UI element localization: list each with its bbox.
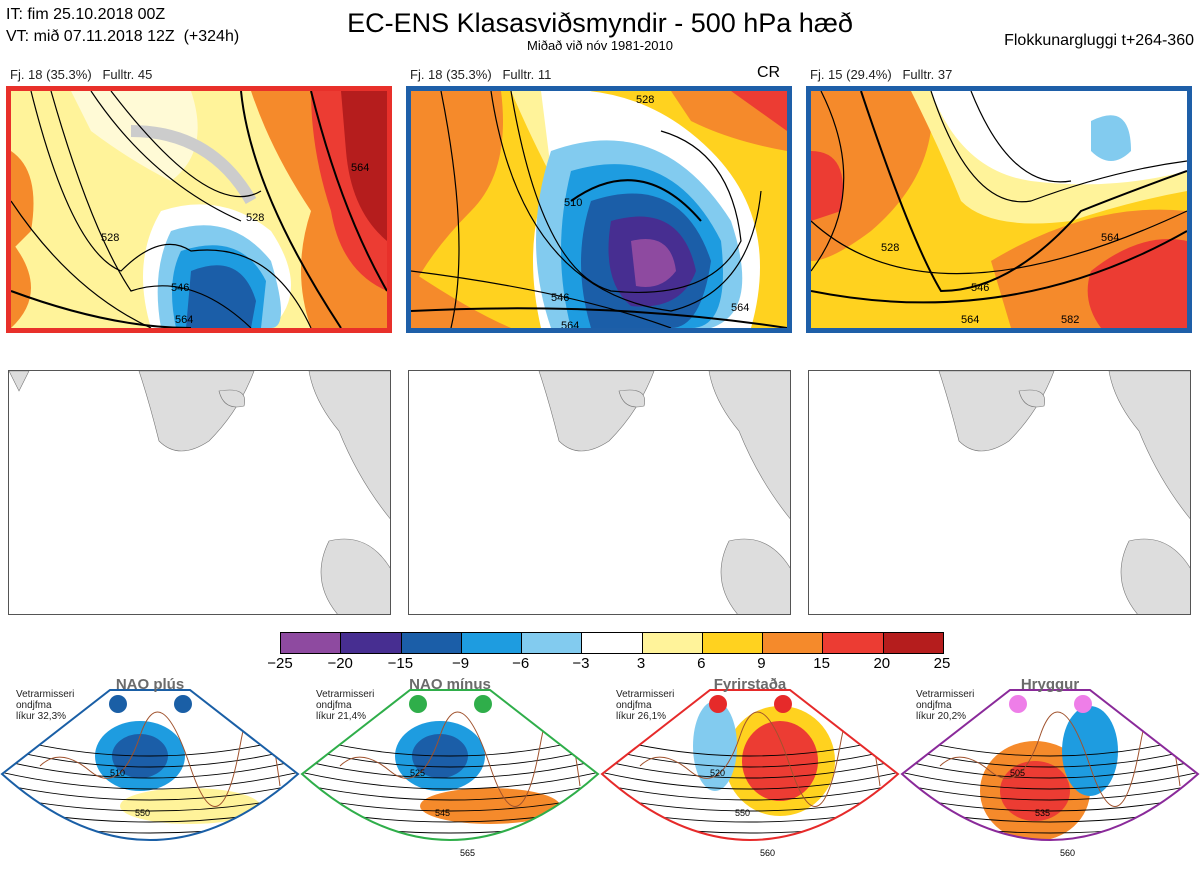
colorbar-tick-label: −15 — [387, 655, 414, 672]
cluster-map-2: 510 546 564 564 528 — [406, 86, 792, 333]
regime-map: 520 550 560 — [600, 689, 900, 858]
regime-panel: 525 545 565 NAO mínus Vetrarmisseri ondjfma … — [300, 676, 600, 871]
cluster-2-tag: CR — [757, 64, 781, 81]
cluster-map-1: 564 528 564 546 528 — [6, 86, 392, 333]
contour-label: 510 — [564, 197, 582, 209]
contour-label: 564 — [561, 320, 579, 328]
contour-label: 546 — [171, 282, 189, 294]
regime-contour-label: 505 — [1010, 768, 1025, 778]
contour-label: 528 — [101, 232, 119, 244]
colorbar-tick-label: 20 — [873, 655, 891, 672]
regime-dot-marker — [474, 695, 492, 713]
colorbar-swatch — [400, 633, 461, 653]
regime-contour-label: 525 — [410, 768, 425, 778]
colorbar-tick-label: 3 — [636, 655, 646, 672]
cluster-3-label: Fj. 15 (29.4%) Fulltr. 37 — [810, 67, 953, 82]
regime-map: 510 550 — [0, 689, 300, 841]
contour-label: 528 — [881, 242, 899, 254]
base-map-3 — [808, 370, 1191, 615]
regime-map: 505 535 560 — [900, 689, 1200, 858]
colorbar-tick-label: −20 — [327, 655, 353, 672]
contour-label: 528 — [246, 212, 264, 224]
contour-label: 564 — [175, 314, 193, 326]
regime-title: Fyrirstaða — [713, 676, 787, 693]
regime-note: Vetrarmisseri ondjfma líkur 26,1% — [616, 689, 675, 722]
colorbar-swatch — [521, 633, 582, 653]
colorbar-tick-label: 6 — [697, 655, 706, 672]
regime-contour-label: 550 — [135, 808, 150, 818]
page-subtitle: Miðað við nóv 1981-2010 — [527, 38, 673, 53]
regime-contour-label: 560 — [760, 848, 775, 858]
colorbar-swatch — [460, 633, 522, 653]
colorbar-swatch — [281, 633, 341, 653]
regime-contour-label: 565 — [460, 848, 475, 858]
classification-window: Flokkunargluggi t+264-360 — [1004, 32, 1194, 49]
regime-panel: 510 550 NAO plús Vetrarmisseri ondjfma líku… — [0, 676, 300, 871]
colorbar-swatch — [882, 633, 943, 653]
colorbar-tick-label: −9 — [451, 655, 470, 672]
regime-dot-marker — [709, 695, 727, 713]
colorbar-swatch — [581, 633, 642, 653]
cluster-1-label: Fj. 18 (35.3%) Fulltr. 45 — [10, 67, 153, 82]
regime-panel: 505 535 560 Hryggur Vetrarmisseri ondjfma lí… — [900, 676, 1200, 871]
contour-label: 582 — [1061, 314, 1079, 326]
page-title: EC-ENS Klasasviðsmyndir - 500 hPa hæð — [347, 8, 853, 38]
regime-note: Vetrarmisseri ondjfma líkur 21,4% — [316, 689, 375, 722]
colorbar-swatch — [701, 633, 763, 653]
colorbar-swatch — [340, 633, 401, 653]
colorbar-ticks: −25 −20 −15 −9 −6 −3 3 6 9 15 20 25 — [267, 655, 950, 675]
regime-contour-label: 510 — [110, 768, 125, 778]
regime-dot-marker — [109, 695, 127, 713]
initial-time-block: IT: fim 25.10.2018 00Z VT: mið 07.11.2018… — [6, 4, 239, 48]
regime-contour-label: 535 — [1035, 808, 1050, 818]
colorbar-tick-label: −25 — [267, 655, 293, 672]
regime-note: Vetrarmisseri ondjfma líkur 20,2% — [916, 689, 975, 722]
regime-panel: 520 550 560 Fyrirstaða Vetrarmisseri ondjfma… — [600, 676, 900, 871]
regime-title: NAO plús — [115, 676, 185, 693]
cluster-map-3: 528 546 564 564 582 — [806, 86, 1192, 333]
regime-dot-marker — [774, 695, 792, 713]
regime-note: Vetrarmisseri ondjfma líkur 32,3% — [16, 689, 75, 722]
base-map-1 — [8, 370, 391, 615]
colorbar-swatch — [641, 633, 702, 653]
regime-contour-label: 560 — [1060, 848, 1075, 858]
regime-dot-marker — [1009, 695, 1027, 713]
regime-dot-marker — [174, 695, 192, 713]
colorbar-tick-label: −6 — [512, 655, 530, 672]
contour-label: 546 — [971, 282, 989, 294]
contour-label: 564 — [1101, 232, 1119, 244]
regime-dot-marker — [1074, 695, 1092, 713]
cluster-2-label: Fj. 18 (35.3%) Fulltr. 11 — [410, 67, 552, 82]
contour-label: 564 — [731, 302, 749, 314]
base-map-2 — [408, 370, 791, 615]
regime-dot-marker — [409, 695, 427, 713]
regime-contour-label: 520 — [710, 768, 725, 778]
initial-time: IT: fim 25.10.2018 00Z — [6, 6, 166, 23]
regime-map: 525 545 565 — [300, 689, 600, 858]
regime-title: Hryggur — [1020, 676, 1080, 693]
colorbar-swatch — [762, 633, 823, 653]
regime-contour-label: 545 — [435, 808, 450, 818]
valid-time: VT: mið 07.11.2018 12Z (+324h) — [6, 28, 240, 45]
colorbar-tick-label: 9 — [757, 655, 766, 672]
contour-label: 564 — [961, 314, 979, 326]
contour-label: 528 — [636, 94, 654, 106]
colorbar-tick-label: 15 — [813, 655, 830, 672]
colorbar-tick-label: 25 — [933, 655, 951, 672]
contour-label: 564 — [351, 162, 369, 174]
regime-title: NAO mínus — [409, 676, 491, 693]
colorbar-swatch — [822, 633, 883, 653]
colorbar — [280, 632, 944, 654]
contour-label: 546 — [551, 292, 569, 304]
colorbar-tick-label: −3 — [572, 655, 590, 672]
regime-contour-label: 550 — [735, 808, 750, 818]
